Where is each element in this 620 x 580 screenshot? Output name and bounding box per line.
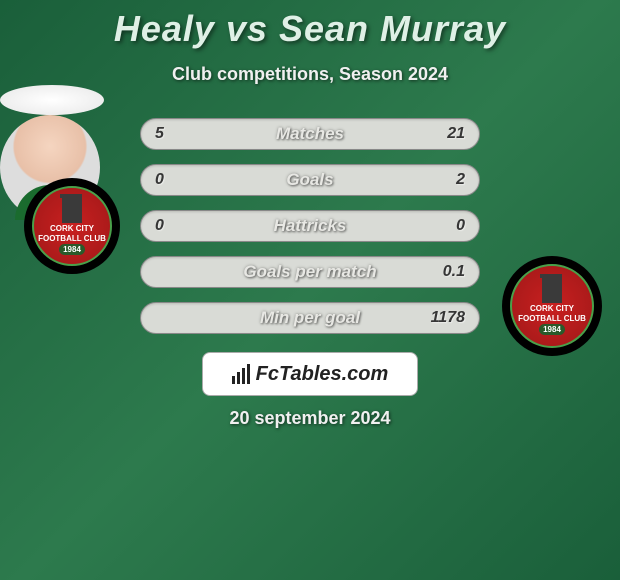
club-name-bottom: FOOTBALL CLUB — [38, 235, 106, 243]
stats-container: 5 Matches 21 0 Goals 2 0 Hattricks 0 Goa… — [140, 118, 480, 348]
club-name-top: CORK CITY — [50, 225, 94, 233]
player-avatar-left — [0, 85, 104, 115]
stat-left-value: 0 — [155, 171, 164, 189]
stat-right-value: 0 — [456, 217, 465, 235]
date-text: 20 september 2024 — [0, 408, 620, 429]
stat-right-value: 21 — [447, 125, 465, 143]
club-tower-icon — [62, 197, 82, 223]
bar-chart-icon — [232, 364, 250, 384]
stat-label: Goals — [286, 170, 333, 190]
stat-right-value: 0.1 — [443, 263, 465, 281]
club-year: 1984 — [539, 324, 565, 335]
stat-row-hattricks: 0 Hattricks 0 — [140, 210, 480, 242]
stat-row-goals-per-match: Goals per match 0.1 — [140, 256, 480, 288]
stat-label: Hattricks — [274, 216, 347, 236]
stat-label: Min per goal — [260, 308, 360, 328]
page-subtitle: Club competitions, Season 2024 — [0, 64, 620, 85]
club-year: 1984 — [59, 244, 85, 255]
stat-label: Matches — [276, 124, 344, 144]
page-title: Healy vs Sean Murray — [0, 8, 620, 50]
club-tower-icon — [542, 277, 562, 303]
stat-right-value: 1178 — [431, 309, 465, 327]
stat-label: Goals per match — [243, 262, 376, 282]
fctables-text: FcTables.com — [256, 363, 389, 386]
club-name-top: CORK CITY — [530, 305, 574, 313]
stat-right-value: 2 — [456, 171, 465, 189]
stat-row-matches: 5 Matches 21 — [140, 118, 480, 150]
stat-left-value: 5 — [155, 125, 164, 143]
stat-row-min-per-goal: Min per goal 1178 — [140, 302, 480, 334]
club-logo-right: CORK CITY FOOTBALL CLUB 1984 — [502, 256, 602, 356]
fctables-badge[interactable]: FcTables.com — [202, 352, 418, 396]
stat-row-goals: 0 Goals 2 — [140, 164, 480, 196]
club-logo-left: CORK CITY FOOTBALL CLUB 1984 — [24, 178, 120, 274]
stat-left-value: 0 — [155, 217, 164, 235]
club-name-bottom: FOOTBALL CLUB — [518, 315, 586, 323]
